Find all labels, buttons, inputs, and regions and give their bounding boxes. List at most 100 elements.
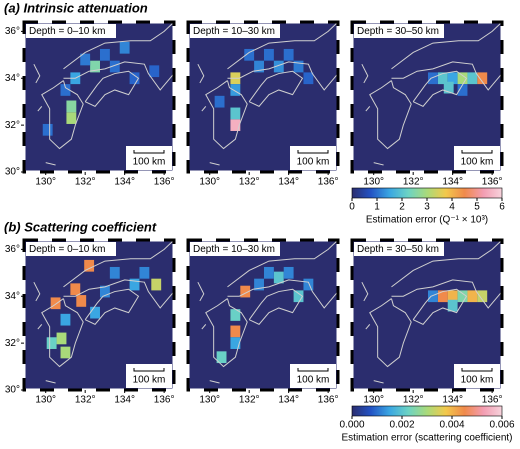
scale-label: 100 km	[133, 375, 166, 386]
frame	[22, 238, 176, 392]
lat-tick-label: 30°	[5, 167, 20, 178]
row-title: (b) Scattering coefficient	[4, 219, 157, 234]
coastline	[248, 70, 304, 107]
grid-cell	[240, 285, 251, 298]
grid-cell	[80, 53, 91, 66]
coastline	[45, 162, 56, 166]
grid-cell	[84, 259, 95, 272]
colorbar-tick-label: 0.000	[339, 420, 364, 431]
lat-tick-label: 36°	[5, 26, 20, 37]
map-panel: Depth = 0–10 km 100 km 130° 132° 134° 136° 30°…	[5, 238, 176, 406]
grid-cell	[60, 84, 71, 96]
lon-tick-label: 136°	[482, 395, 503, 406]
depth-label: Depth = 10–30 km	[193, 244, 275, 255]
depth-label: Depth = 30–50 km	[357, 244, 439, 255]
grid-cell	[149, 65, 160, 78]
colorbar	[351, 405, 503, 417]
lon-tick-label: 130°	[199, 177, 220, 188]
coastline	[197, 63, 205, 84]
grid-cell	[273, 60, 284, 73]
lat-tick-label: 36°	[5, 244, 20, 255]
colorbar-tick-label: 4	[449, 202, 455, 213]
colorbar-label: Estimation error (scattering coefficient…	[342, 433, 513, 444]
lon-tick-label: 130°	[199, 395, 220, 406]
lon-tick-label: 136°	[154, 395, 175, 406]
coastline	[227, 239, 339, 288]
frame	[350, 238, 504, 392]
map-panel: Depth = 0–10 km 100 km 130° 132° 134° 136° 30°…	[5, 20, 176, 188]
grid-cell	[293, 290, 304, 303]
coastline	[365, 106, 371, 112]
lon-tick-label: 134°	[278, 395, 299, 406]
scale-bar	[133, 150, 165, 154]
grid-cell	[447, 290, 458, 303]
grid-cell	[457, 84, 468, 96]
grid-cell	[263, 266, 274, 279]
colorbar-label: Estimation error (Q⁻¹ × 10³)	[366, 215, 488, 226]
coastline	[365, 324, 371, 330]
coastline	[33, 281, 41, 302]
grid-cell	[437, 290, 448, 303]
grid-cell	[467, 290, 478, 303]
scale-bar	[461, 150, 493, 154]
depth-box	[354, 242, 444, 256]
grid-cell	[56, 332, 67, 345]
grid-cell	[90, 60, 100, 73]
scale-bar	[297, 368, 329, 372]
lon-tick-label: 136°	[318, 177, 339, 188]
coastline	[209, 380, 220, 384]
coastline	[201, 106, 207, 112]
grid-cell	[230, 309, 241, 321]
coastline	[201, 324, 207, 330]
coastline	[361, 63, 369, 84]
scale-bar	[133, 368, 165, 372]
grid-cell	[46, 337, 57, 349]
grid-cell	[99, 285, 110, 298]
lon-tick-label: 132°	[75, 395, 96, 406]
grid-cell	[230, 107, 241, 120]
grid-cell	[283, 48, 294, 61]
grid-cell	[230, 119, 241, 131]
lon-tick-label: 136°	[482, 177, 503, 188]
coastline	[361, 281, 369, 302]
depth-box	[190, 242, 280, 256]
colorbar-tick-label: 0.006	[489, 420, 514, 431]
lat-tick-label: 34°	[5, 291, 20, 302]
grid-cell	[99, 48, 110, 61]
grid-cell	[230, 325, 241, 338]
grid-cell	[129, 278, 140, 291]
grid-cell	[76, 295, 87, 307]
grid-cell	[303, 72, 314, 85]
coastline	[45, 380, 56, 384]
colorbar-tick-label: 5	[474, 202, 480, 213]
coastline	[41, 298, 84, 368]
grid-cell	[139, 266, 150, 279]
lon-tick-label: 136°	[154, 177, 175, 188]
depth-label: Depth = 0–10 km	[29, 26, 105, 37]
grid-cell	[109, 266, 120, 279]
lat-tick-label: 34°	[5, 73, 20, 84]
grid-cell	[263, 48, 274, 61]
grid-cell	[119, 41, 130, 54]
grid-cell	[437, 72, 448, 85]
grid-cell	[60, 313, 71, 326]
grid-cell	[283, 266, 294, 279]
grid-cell	[293, 60, 304, 73]
lon-tick-label: 130°	[35, 395, 56, 406]
coastline	[63, 279, 175, 309]
coastline	[369, 298, 412, 368]
depth-box	[26, 242, 116, 256]
coastline	[227, 21, 339, 70]
grid-cell	[216, 351, 227, 364]
frame	[22, 20, 176, 174]
depth-box	[190, 24, 280, 38]
map-panel: Depth = 30–50 km 100 km 130° 132° 134° 136°	[350, 20, 504, 188]
colorbar-tick-label: 6	[499, 202, 505, 213]
grid-cell	[254, 278, 264, 291]
frame	[350, 20, 504, 174]
lon-tick-label: 134°	[442, 395, 463, 406]
scale-label: 100 km	[461, 375, 494, 386]
lon-tick-label: 134°	[278, 177, 299, 188]
grid-cell	[303, 278, 314, 291]
coastline	[37, 324, 43, 330]
